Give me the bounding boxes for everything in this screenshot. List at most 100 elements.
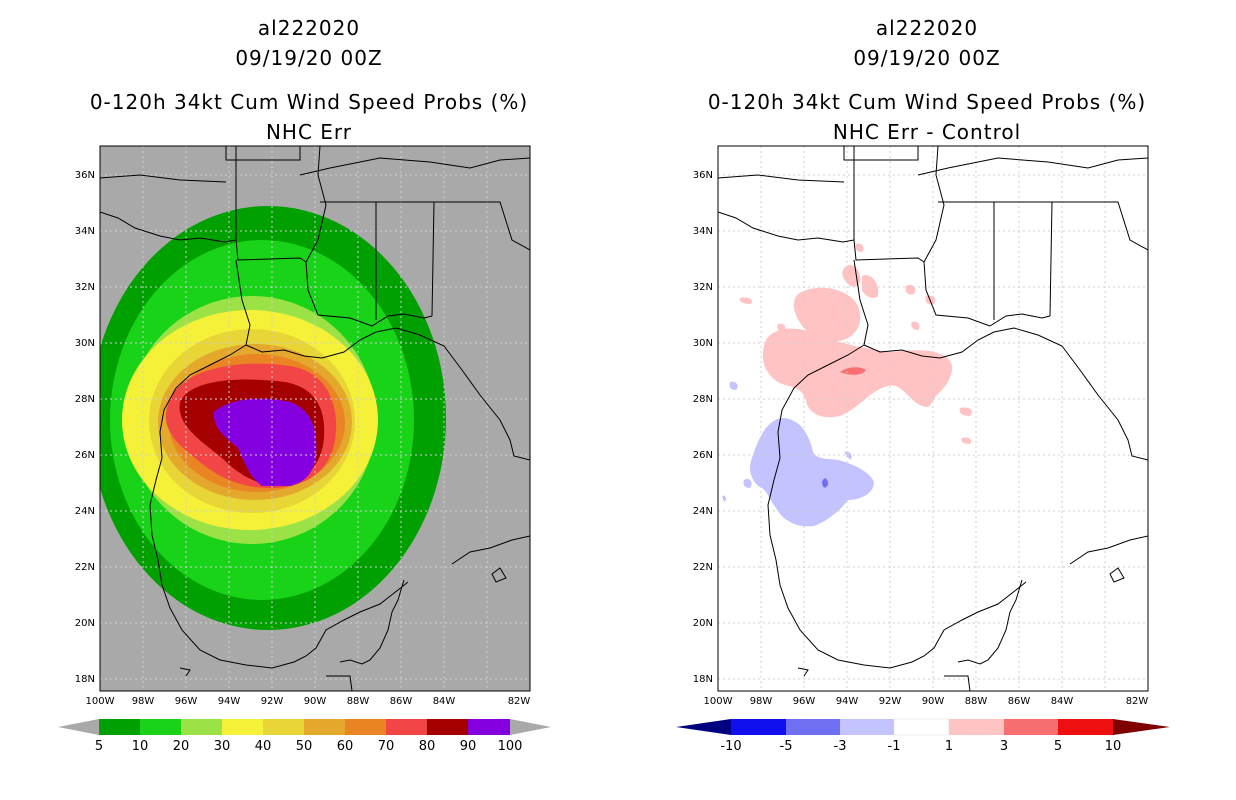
difference-colorbar xyxy=(676,718,1170,736)
diff-region-negative-strong xyxy=(822,478,828,488)
diff-region-positive xyxy=(777,323,786,332)
colorbar-label: 80 xyxy=(419,739,436,754)
colorbar-label: 3 xyxy=(1000,739,1008,754)
lon-label: 90W xyxy=(304,696,327,707)
colorbar-label: 70 xyxy=(378,739,395,754)
diff-region-negative xyxy=(743,478,752,488)
lon-label: 86W xyxy=(390,696,413,707)
lat-label: 30N xyxy=(693,338,713,349)
lon-label: 94W xyxy=(836,696,859,707)
coastline xyxy=(718,146,1148,691)
lat-label: 28N xyxy=(75,394,95,405)
colorbar-label: 100 xyxy=(498,739,523,754)
colorbar-under-arrow xyxy=(676,719,731,735)
grid-lines xyxy=(718,146,1148,691)
colorbar-label: -5 xyxy=(780,739,793,754)
colorbar-label: 40 xyxy=(255,739,272,754)
lon-label: 82W xyxy=(508,696,531,707)
lon-labels: 100W 98W 96W 94W 92W 90W 88W 86W 84W 82W xyxy=(704,696,1149,707)
lon-label: 96W xyxy=(793,696,816,707)
lat-labels: 36N 34N 32N 30N 28N 26N 24N 22N 20N 18N xyxy=(75,170,95,685)
colorbar-label: 5 xyxy=(95,739,103,754)
diff-region-positive xyxy=(793,287,861,342)
lat-label: 36N xyxy=(693,170,713,181)
lon-label: 94W xyxy=(218,696,241,707)
lon-label: 82W xyxy=(1126,696,1149,707)
lon-label: 92W xyxy=(261,696,284,707)
map-frame xyxy=(99,145,531,692)
map-frame xyxy=(717,145,1149,692)
difference-map: 36N 34N 32N 30N 28N 26N 24N 22N 20N 18N … xyxy=(676,145,1170,754)
lat-label: 36N xyxy=(75,170,95,181)
prob-band-90-100 xyxy=(213,398,317,486)
diff-region-positive xyxy=(862,275,879,298)
probability-map: 36N 34N 32N 30N 28N 26N 24N 22N 20N 18N … xyxy=(58,145,551,754)
datetime: 09/19/20 00Z xyxy=(235,46,383,70)
datetime: 09/19/20 00Z xyxy=(853,46,1001,70)
lon-label: 86W xyxy=(1008,696,1031,707)
colorbar-under-arrow xyxy=(58,719,99,735)
lon-label: 88W xyxy=(347,696,370,707)
lon-label: 84W xyxy=(433,696,456,707)
lat-label: 20N xyxy=(75,618,95,629)
storm-id: al222020 xyxy=(875,16,979,40)
lat-label: 32N xyxy=(75,282,95,293)
lat-label: 30N xyxy=(75,338,95,349)
colorbar-over-arrow xyxy=(510,719,551,735)
colorbar-label: 20 xyxy=(173,739,190,754)
storm-id: al222020 xyxy=(257,16,361,40)
colorbar-label: 60 xyxy=(337,739,354,754)
map-subtitle: NHC Err xyxy=(265,120,353,144)
colorbar-label: 10 xyxy=(1105,739,1122,754)
map-title: 0-120h 34kt Cum Wind Speed Probs (%) xyxy=(707,90,1147,114)
colorbar-label: 10 xyxy=(132,739,149,754)
lat-label: 22N xyxy=(693,562,713,573)
difference-contours xyxy=(722,243,973,527)
diff-region-negative xyxy=(722,495,727,502)
lon-label: 98W xyxy=(132,696,155,707)
diff-region-positive xyxy=(959,407,973,416)
diff-region-positive xyxy=(911,321,920,330)
map-title: 0-120h 34kt Cum Wind Speed Probs (%) xyxy=(89,90,529,114)
lon-label: 98W xyxy=(750,696,773,707)
diff-region-positive xyxy=(739,297,753,304)
lon-labels: 100W 98W 96W 94W 92W 90W 88W 86W 84W 82W xyxy=(86,696,531,707)
diff-region-positive xyxy=(905,284,916,295)
probability-colorbar xyxy=(58,719,551,735)
coastline xyxy=(100,146,530,691)
colorbar-label: 5 xyxy=(1054,739,1062,754)
lat-label: 18N xyxy=(693,674,713,685)
lon-label: 100W xyxy=(86,696,115,707)
map-subtitle: NHC Err - Control xyxy=(832,120,1022,144)
left-panel: al222020 09/19/20 00Z 0-120h 34kt Cum Wi… xyxy=(58,16,551,754)
lat-label: 24N xyxy=(693,506,713,517)
diff-region-positive xyxy=(961,437,972,444)
lat-label: 22N xyxy=(75,562,95,573)
lon-label: 92W xyxy=(879,696,902,707)
diff-region-negative xyxy=(750,418,874,527)
diff-region-positive xyxy=(855,243,864,252)
lat-label: 20N xyxy=(693,618,713,629)
lat-label: 24N xyxy=(75,506,95,517)
right-panel: al222020 09/19/20 00Z 0-120h 34kt Cum Wi… xyxy=(618,0,1236,800)
colorbar-label: 50 xyxy=(296,739,313,754)
lon-label: 100W xyxy=(704,696,733,707)
colorbar-label: 90 xyxy=(460,739,477,754)
probability-contours xyxy=(100,206,446,630)
lon-label: 96W xyxy=(175,696,198,707)
colorbar-label: 1 xyxy=(945,739,953,754)
diff-region-negative xyxy=(844,451,852,460)
diff-region-negative xyxy=(729,381,738,390)
lon-label: 90W xyxy=(922,696,945,707)
colorbar-label: 30 xyxy=(214,739,231,754)
colorbar-label: -3 xyxy=(834,739,847,754)
lat-label: 28N xyxy=(693,394,713,405)
lat-label: 26N xyxy=(75,450,95,461)
colorbar-label: -10 xyxy=(720,739,741,754)
colorbar-over-arrow xyxy=(1113,719,1170,735)
colorbar-labels: -10 -5 -3 -1 1 3 5 10 xyxy=(720,739,1121,754)
lat-labels: 36N 34N 32N 30N 28N 26N 24N 22N 20N 18N xyxy=(693,170,713,685)
colorbar-label: -1 xyxy=(888,739,901,754)
lat-label: 34N xyxy=(693,226,713,237)
lat-label: 18N xyxy=(75,674,95,685)
